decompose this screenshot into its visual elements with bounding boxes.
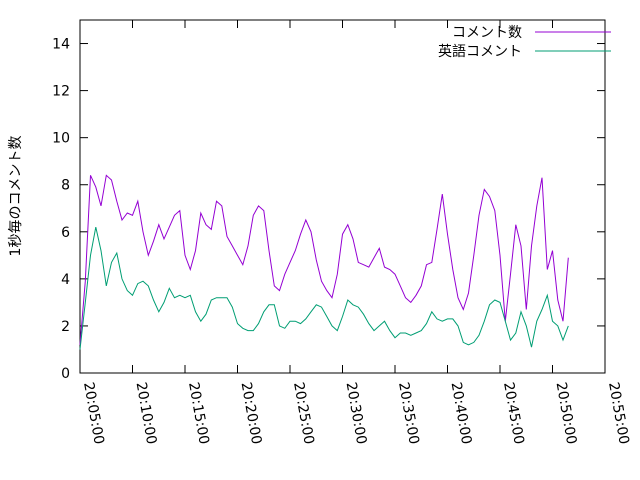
x-tick-label: 20:45:00 <box>500 381 527 446</box>
x-tick-label: 20:20:00 <box>238 381 265 446</box>
x-tick-label: 20:15:00 <box>185 381 212 446</box>
y-tick-label: 10 <box>52 131 70 147</box>
series-line <box>79 174 569 345</box>
y-tick-label: 14 <box>52 37 70 53</box>
y-tick-label: 0 <box>61 366 70 382</box>
x-tick-label: 20:30:00 <box>343 381 370 446</box>
series-line <box>79 226 569 350</box>
x-tick-label: 20:55:00 <box>605 381 632 446</box>
x-tick-label: 20:25:00 <box>290 381 317 446</box>
x-tick-label: 20:05:00 <box>80 381 107 446</box>
y-tick-label: 2 <box>61 319 70 335</box>
y-tick-label: 12 <box>52 84 70 100</box>
x-tick-label: 20:10:00 <box>133 381 160 446</box>
x-tick-label: 20:50:00 <box>553 381 580 446</box>
legend-label: コメント数 <box>452 25 522 41</box>
x-tick-label: 20:35:00 <box>395 381 422 446</box>
y-tick-label: 8 <box>61 178 70 194</box>
x-tick-label: 20:40:00 <box>448 381 475 446</box>
legend-label: 英語コメント <box>438 43 522 60</box>
y-tick-label: 6 <box>61 225 70 241</box>
y-axis-label: 1秒毎のコメント数 <box>8 136 24 257</box>
plot-frame <box>79 19 606 374</box>
y-tick-label: 4 <box>61 272 70 288</box>
